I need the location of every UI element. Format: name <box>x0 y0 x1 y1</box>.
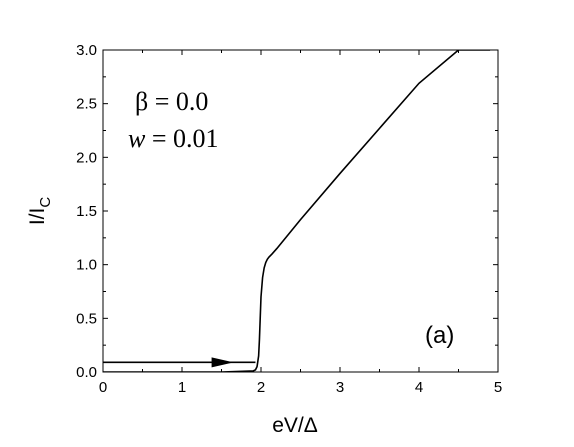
y-tick-label: 0.0 <box>76 364 97 381</box>
w-symbol: w <box>128 124 146 153</box>
w-value: = 0.01 <box>145 124 218 153</box>
series-layer <box>103 50 491 372</box>
x-tick-label: 5 <box>494 379 502 396</box>
y-axis-label-main: I/I <box>26 208 49 226</box>
x-axis-label: eV/Δ <box>272 414 318 437</box>
y-tick-label: 1.0 <box>76 257 97 274</box>
w-annotation: w = 0.01 <box>128 124 219 153</box>
x-tick-label: 0 <box>99 379 107 396</box>
y-tick-label: 2.0 <box>76 149 97 166</box>
panel-label: (a) <box>425 322 454 349</box>
y-tick-label: 2.5 <box>76 96 97 113</box>
y-axis-label-subscript: C <box>37 197 54 208</box>
x-tick-label: 1 <box>178 379 186 396</box>
beta-annotation: β = 0.0 <box>135 87 208 116</box>
x-tick-label: 3 <box>336 379 344 396</box>
y-tick-label: 1.5 <box>76 203 97 220</box>
axis-ticks <box>102 49 499 373</box>
direction-arrow <box>211 357 234 368</box>
series-line-1 <box>103 50 491 372</box>
tick-labels: 0 1 2 3 4 5 0.0 0.5 1.0 1.5 2.0 2.5 3.0 <box>76 42 502 396</box>
x-tick-label: 4 <box>415 379 423 396</box>
y-tick-label: 3.0 <box>76 42 97 59</box>
y-axis-label: I/IC <box>26 197 54 226</box>
x-tick-label: 2 <box>257 379 265 396</box>
y-tick-label: 0.5 <box>76 310 97 327</box>
